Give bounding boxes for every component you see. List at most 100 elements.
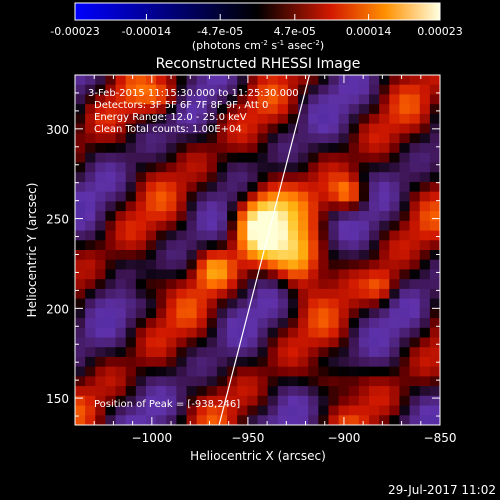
heatmap-cell (145, 298, 157, 309)
heatmap-cell (287, 376, 299, 387)
heatmap-cell (348, 211, 360, 222)
heatmap-cell (419, 298, 431, 309)
heatmap-cell (358, 318, 370, 329)
heatmap-cell (247, 123, 259, 134)
heatmap-cell (237, 366, 248, 377)
heatmap-cell (166, 143, 177, 154)
heatmap-cell (277, 318, 289, 329)
heatmap-cell (267, 269, 279, 280)
heatmap-cell (419, 240, 431, 251)
heatmap-cell (379, 356, 390, 368)
heatmap-cell (145, 250, 157, 261)
heatmap-cell (206, 211, 218, 222)
heatmap-cell (216, 318, 228, 329)
heatmap-cell (298, 211, 309, 222)
heatmap-cell (267, 123, 279, 134)
heatmap-cell (196, 356, 208, 368)
heatmap-cell (277, 298, 289, 309)
heatmap-cell (298, 269, 309, 280)
heatmap-cell (389, 162, 401, 173)
heatmap-cell (369, 172, 380, 183)
heatmap-cell (156, 405, 167, 416)
heatmap-cell (348, 395, 360, 407)
heatmap-cell (369, 84, 380, 96)
heatmap-cell (176, 143, 188, 154)
heatmap-cell (267, 75, 279, 86)
heatmap-cell (399, 250, 411, 261)
heatmap-cell (308, 211, 319, 222)
heatmap-cell (399, 94, 411, 105)
heatmap-cell (105, 259, 117, 271)
heatmap-cell (196, 308, 208, 319)
heatmap-cell (145, 308, 157, 319)
heatmap-cell (95, 415, 107, 425)
heatmap-cell (257, 347, 269, 358)
heatmap-cell (287, 113, 299, 125)
heatmap-cell (399, 269, 411, 280)
heatmap-cell (247, 75, 259, 86)
heatmap-cell (135, 269, 147, 280)
heatmap-cell (156, 230, 167, 241)
heatmap-cell (85, 191, 96, 202)
heatmap-cell (85, 298, 96, 309)
heatmap-cell (318, 318, 330, 329)
heatmap-cell (95, 327, 107, 339)
heatmap-cell (389, 298, 401, 309)
heatmap-cell (95, 269, 107, 280)
heatmap-cell (196, 279, 208, 290)
heatmap-cell (298, 152, 309, 164)
heatmap-cell (379, 162, 390, 173)
heatmap-cell (287, 415, 299, 425)
heatmap-cell (318, 152, 330, 164)
heatmap-cell (166, 318, 177, 329)
heatmap-cell (186, 104, 198, 115)
heatmap-cell (358, 240, 370, 251)
heatmap-cell (267, 191, 279, 202)
heatmap-cell (429, 162, 440, 173)
heatmap-cell (409, 191, 421, 202)
heatmap-cell (247, 220, 259, 232)
heatmap-cell (196, 230, 208, 241)
heatmap-cell (105, 211, 117, 222)
heatmap-cell (429, 201, 440, 212)
heatmap-cell (369, 318, 380, 329)
heatmap-cell (125, 94, 137, 105)
heatmap-cell (318, 211, 330, 222)
heatmap-cell (348, 405, 360, 416)
heatmap-cell (328, 172, 340, 183)
heatmap-cell (196, 201, 208, 212)
heatmap-cell (176, 318, 188, 329)
heatmap-cell (216, 201, 228, 212)
heatmap-cell (389, 123, 401, 134)
heatmap-cell (318, 172, 330, 183)
heatmap-cell (135, 143, 147, 154)
heatmap-cell (196, 104, 208, 115)
heatmap-cell (328, 201, 340, 212)
heatmap-cell (389, 395, 401, 407)
heatmap-cell (358, 327, 370, 339)
heatmap-cell (419, 366, 431, 377)
heatmap-cell (298, 172, 309, 183)
heatmap-cell (429, 327, 440, 339)
heatmap-cell (298, 376, 309, 387)
heatmap-cell (318, 279, 330, 290)
heatmap-cell (166, 298, 177, 309)
heatmap-cell (298, 162, 309, 173)
heatmap-cell (358, 113, 370, 125)
heatmap-cell (419, 269, 431, 280)
heatmap-cell (429, 386, 440, 397)
heatmap-cell (338, 240, 350, 251)
heatmap-cell (85, 308, 96, 319)
heatmap-cell (338, 405, 350, 416)
heatmap-cell (145, 366, 157, 377)
heatmap-cell (145, 240, 157, 251)
heatmap-cell (318, 415, 330, 425)
heatmap-cell (348, 220, 360, 232)
heatmap-cell (186, 279, 198, 290)
heatmap-cell (399, 288, 411, 300)
heatmap-cell (287, 366, 299, 377)
heatmap-cell (358, 366, 370, 377)
heatmap-cell (135, 84, 147, 96)
heatmap-cell (379, 113, 390, 125)
heatmap-cell (429, 405, 440, 416)
